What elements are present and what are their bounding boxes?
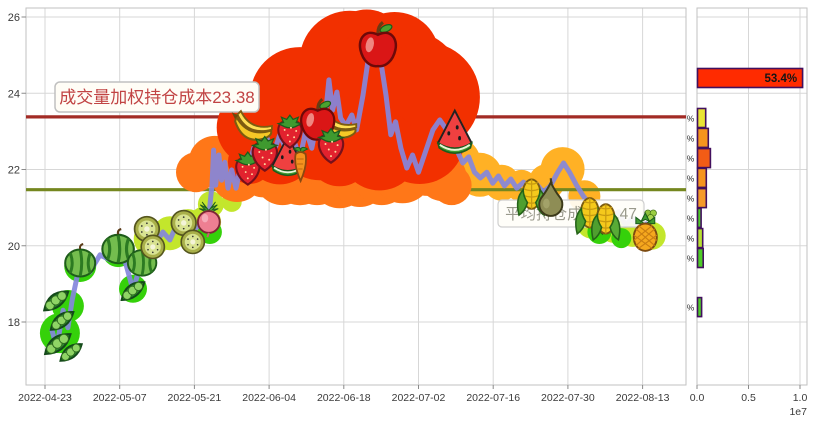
volume-profile-bar: [696, 247, 704, 269]
clipped-bar-label: %: [687, 173, 695, 183]
y-tick-label: 22: [8, 165, 20, 177]
clipped-bar-label: %: [687, 154, 695, 164]
volume-profile-bar: [696, 147, 712, 169]
volume-profile-bar-label: 53.4%: [764, 73, 797, 85]
clipped-bar-label: %: [687, 133, 695, 143]
axis-labels: 18 20 22 24 26 2022-04-23 2022-05-07 2022-05-21…: [8, 12, 808, 418]
vwap-cost-label: 成交量加权持仓成本23.38: [59, 88, 255, 107]
y-tick-label: 20: [8, 241, 20, 253]
kiwi-icon: [140, 234, 166, 260]
clipped-bar-label: %: [687, 213, 695, 223]
x-tick-label: 2022-06-18: [317, 392, 371, 404]
panel-x-tick-label: 0.0: [690, 392, 705, 404]
kiwi-icon: [180, 229, 206, 255]
x-tick-label: 2022-07-16: [466, 392, 520, 404]
volume-profile-bars: 53.4%%%%%%%%%%: [687, 67, 804, 318]
volume-profile-bar: [696, 167, 708, 189]
watermelon-icon: [63, 242, 97, 278]
x-tick-label: 2022-07-30: [541, 392, 595, 404]
volume-profile-bar: [696, 127, 710, 149]
panel-x-tick-label: 1.0: [793, 392, 808, 404]
y-tick-label: 24: [8, 88, 20, 100]
x-tick-label: 2022-04-23: [18, 392, 72, 404]
y-tick-label: 26: [8, 12, 20, 24]
clipped-bar-label: %: [687, 254, 695, 264]
volume-profile-bar: [696, 296, 703, 318]
x-tick-label: 2022-08-13: [616, 392, 670, 404]
x-tick-label: 2022-07-02: [392, 392, 446, 404]
clipped-bar-label: %: [687, 114, 695, 124]
volume-profile-bar: [696, 67, 804, 89]
volume-blob: [339, 110, 420, 191]
volume-profile-bar: [696, 107, 707, 129]
main-plot-border: [25, 7, 687, 386]
volume-profile-bar: [696, 207, 702, 229]
clipped-bar-label: %: [687, 234, 695, 244]
x-tick-label: 2022-05-21: [168, 392, 222, 404]
clipped-bar-label: %: [687, 194, 695, 204]
clipped-bar-label: %: [687, 303, 695, 313]
volume-profile-bar: [696, 187, 708, 209]
panel-x-tick-label: 0.5: [741, 392, 756, 404]
volume-profile-bar: [696, 227, 704, 249]
y-tick-label: 18: [8, 317, 20, 329]
panel-scale-note: 1e7: [789, 406, 807, 418]
x-tick-label: 2022-06-04: [242, 392, 296, 404]
panel-plot-border: [696, 7, 808, 386]
x-tick-label: 2022-05-07: [93, 392, 147, 404]
pineapple-icon: [632, 212, 658, 252]
vwap-cost-label-box: [54, 81, 260, 113]
